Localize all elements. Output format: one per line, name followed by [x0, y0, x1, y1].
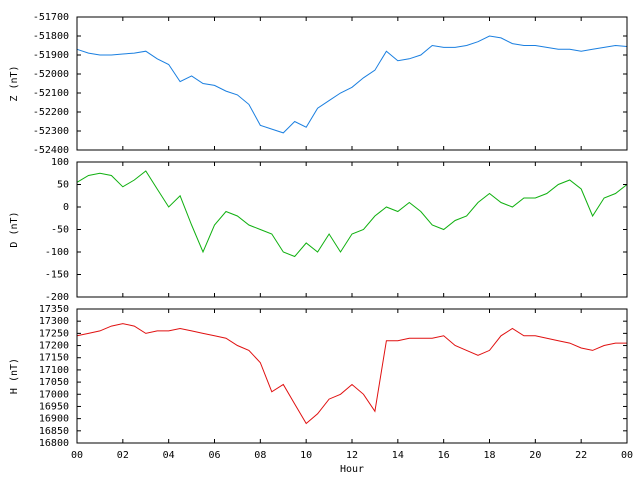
y-tick-label: -51800 [33, 31, 69, 42]
y-tick-label: -200 [45, 292, 69, 303]
y-tick-label: 17300 [39, 316, 69, 327]
x-tick-label: 20 [529, 450, 541, 461]
y-tick-label: -52200 [33, 107, 69, 118]
y-tick-label: 16950 [39, 401, 69, 412]
y-tick-label: 17100 [39, 365, 69, 376]
x-tick-label: 10 [300, 450, 312, 461]
data-line [76, 323, 627, 425]
x-tick-label: 08 [254, 450, 266, 461]
y-tick-label: 16800 [39, 438, 69, 449]
x-tick-label: 00 [71, 450, 83, 461]
x-tick-label: 06 [208, 450, 220, 461]
y-tick-label: 17150 [39, 353, 69, 364]
y-tick-label: -50 [51, 225, 69, 236]
x-tick-label: 18 [483, 450, 495, 461]
y-tick-label: -52300 [33, 126, 69, 137]
y-axis-label: Z (nT) [9, 65, 20, 101]
y-tick-label: -52000 [33, 69, 69, 80]
x-tick-label: 16 [438, 450, 450, 461]
x-tick-label: 22 [575, 450, 587, 461]
y-tick-label: 17350 [39, 304, 69, 315]
y-tick-label: 17200 [39, 341, 69, 352]
x-tick-label: 14 [392, 450, 404, 461]
y-tick-label: -150 [45, 270, 69, 281]
y-tick-label: -52100 [33, 88, 69, 99]
x-tick-label: 00 [621, 450, 633, 461]
data-line [76, 35, 628, 134]
y-tick-label: 17050 [39, 377, 69, 388]
y-tick-label: -51900 [33, 50, 69, 61]
y-tick-label: 0 [63, 202, 69, 213]
plot-frame [76, 161, 628, 298]
y-tick-label: 17250 [39, 328, 69, 339]
y-tick-label: 16850 [39, 426, 69, 437]
y-tick-label: 50 [57, 180, 69, 191]
x-tick-label: 12 [346, 450, 358, 461]
y-axis-label: H (nT) [9, 358, 20, 394]
y-axis-label: D (nT) [9, 211, 20, 247]
y-tick-label: -51700 [33, 12, 69, 23]
plot-frame [76, 308, 628, 444]
x-tick-label: 02 [117, 450, 129, 461]
data-line [76, 170, 628, 258]
y-tick-label: -100 [45, 247, 69, 258]
y-tick-label: 17000 [39, 389, 69, 400]
y-tick-label: -52400 [33, 145, 69, 156]
plot-frame [76, 16, 628, 151]
y-tick-label: 100 [51, 157, 69, 168]
x-tick-label: 04 [163, 450, 175, 461]
x-axis-label: Hour [340, 464, 364, 475]
y-tick-label: 16900 [39, 414, 69, 425]
